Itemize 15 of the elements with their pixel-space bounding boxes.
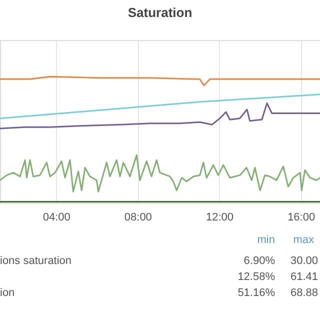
text: 61.41 xyxy=(290,271,318,283)
text: 12.58% xyxy=(238,271,276,283)
text: ions saturation xyxy=(0,255,72,267)
text: min xyxy=(257,234,275,246)
text: ion xyxy=(0,287,15,299)
chart-title: Saturation xyxy=(128,5,192,20)
x-tick-label: 16:00 xyxy=(288,212,316,224)
text: 51.16% xyxy=(238,287,276,299)
x-tick-label: 08:00 xyxy=(124,212,152,224)
text: 30.00 xyxy=(290,255,318,267)
text: 68.88 xyxy=(290,287,318,299)
text: 6.90% xyxy=(244,255,276,267)
x-tick-label: 12:00 xyxy=(206,212,234,224)
text: max xyxy=(293,234,314,246)
x-tick-label: 04:00 xyxy=(42,212,70,224)
